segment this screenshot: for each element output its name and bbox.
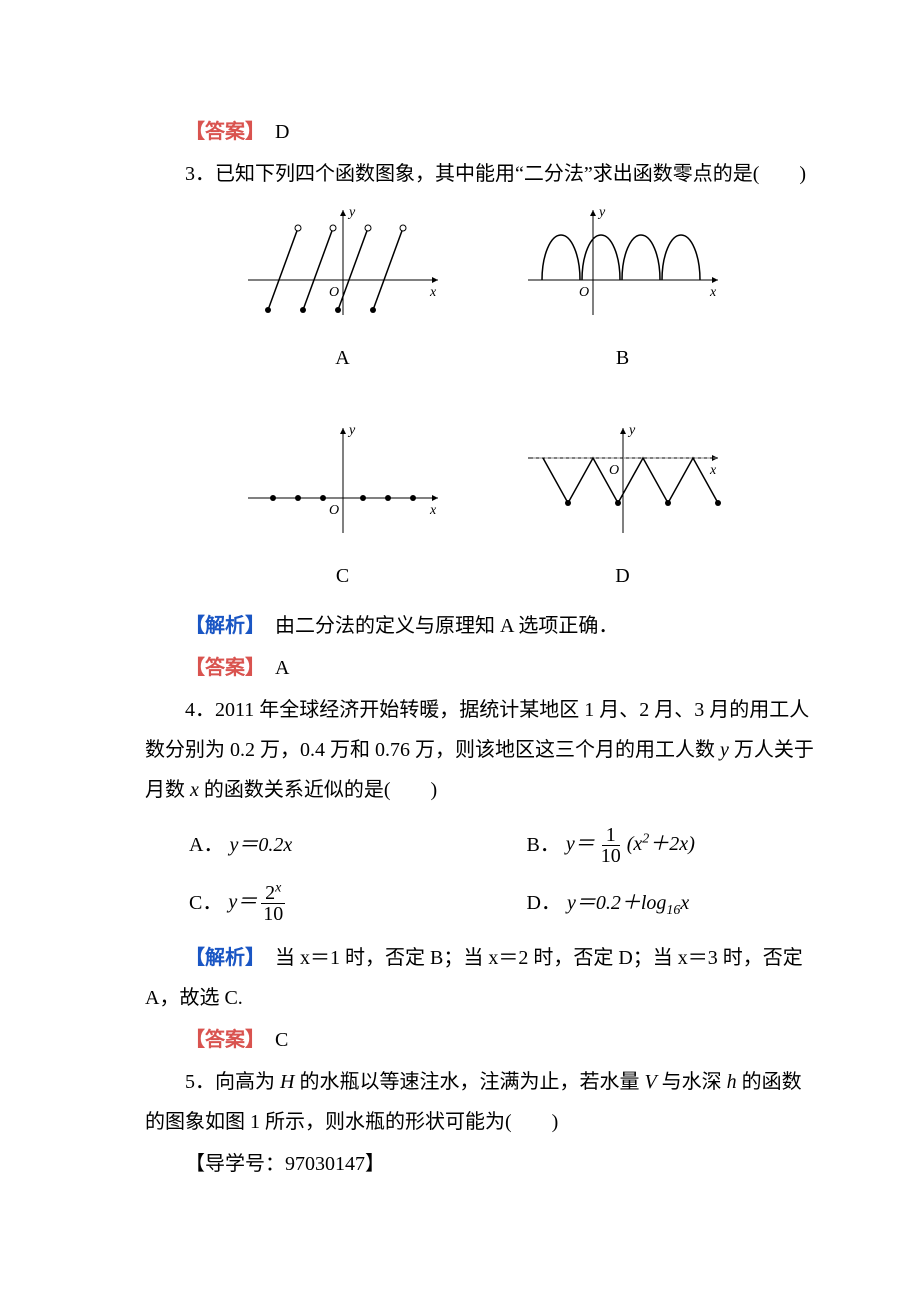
option-d: D．y＝0.2＋log16x: [483, 874, 821, 932]
question-text: 3．已知下列四个函数图象，其中能用“二分法”求出函数零点的是( ): [145, 154, 820, 194]
answer-marker: 【答案】: [185, 657, 255, 679]
option-c: C．y＝2x10: [145, 874, 483, 932]
svg-text:O: O: [609, 463, 619, 478]
figure-label: A: [243, 338, 443, 378]
analysis-marker: 【解析】: [185, 615, 255, 637]
svg-text:y: y: [597, 205, 606, 220]
analysis-line: 【解析】 由二分法的定义与原理知 A 选项正确．: [145, 606, 820, 646]
figure-a: y x O A: [243, 200, 443, 378]
question-text: 4．2011 年全球经济开始转暖，据统计某地区 1 月、2 月、3 月的用工人数…: [145, 690, 820, 810]
answer-marker: 【答案】: [185, 1029, 255, 1051]
svg-text:O: O: [329, 503, 339, 518]
svg-text:y: y: [347, 205, 356, 220]
question-text: 5．向高为 H 的水瓶以等速注水，注满为止，若水量 V 与水深 h 的函数的图象…: [145, 1062, 820, 1142]
analysis-line: 【解析】 当 x＝1 时，否定 B；当 x＝2 时，否定 D；当 x＝3 时，否…: [145, 938, 820, 1018]
answer-line: 【答案】 C: [145, 1020, 820, 1060]
figure-b: y x O B: [523, 200, 723, 378]
option-a: A．y＝0.2x: [145, 816, 483, 874]
answer-marker: 【答案】: [185, 121, 255, 143]
figure-label: D: [523, 556, 723, 596]
answer-line: 【答案】 D: [145, 112, 820, 152]
option-b: B．y＝110(x2＋2x): [483, 816, 821, 874]
svg-text:O: O: [579, 285, 589, 300]
svg-text:x: x: [429, 503, 437, 518]
svg-text:x: x: [709, 463, 717, 478]
figure-grid: y x O Ay x O By x O Cy x O D: [145, 200, 820, 596]
answer-line: 【答案】 A: [145, 648, 820, 688]
svg-text:y: y: [347, 423, 356, 438]
options-block: A．y＝0.2xB．y＝110(x2＋2x)C．y＝2x10D．y＝0.2＋lo…: [145, 816, 820, 932]
figure-label: C: [243, 556, 443, 596]
figure-d: y x O D: [523, 418, 723, 596]
figure-c: y x O C: [243, 418, 443, 596]
page-content: 【答案】 D3．已知下列四个函数图象，其中能用“二分法”求出函数零点的是( )y…: [0, 0, 920, 1302]
analysis-marker: 【解析】: [185, 947, 255, 969]
figure-label: B: [523, 338, 723, 378]
svg-text:x: x: [709, 285, 717, 300]
svg-text:x: x: [429, 285, 437, 300]
svg-text:O: O: [329, 285, 339, 300]
guide-number: 【导学号：97030147】: [145, 1144, 820, 1184]
svg-text:y: y: [627, 423, 636, 438]
